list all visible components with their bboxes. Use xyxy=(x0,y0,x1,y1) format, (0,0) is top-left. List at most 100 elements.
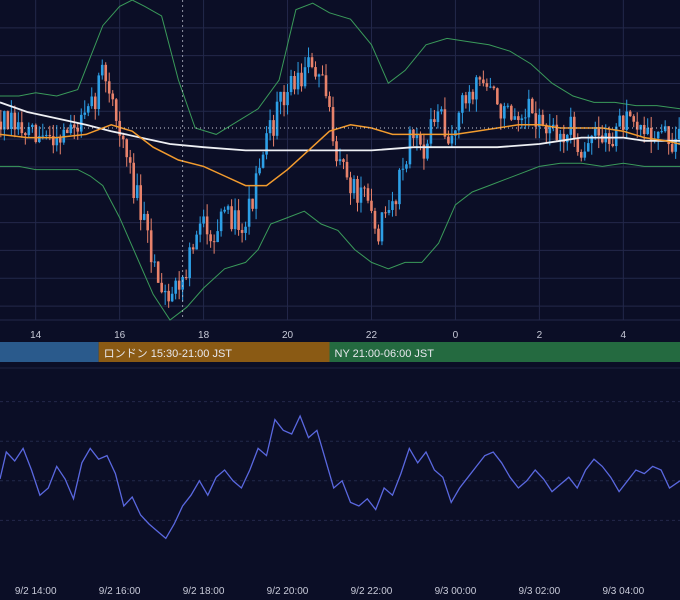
time-axis: 9/2 14:00 9/2 16:00 9/2 18:00 9/2 20:00 9/2 … xyxy=(15,586,645,597)
candle-body xyxy=(625,111,629,130)
candle xyxy=(663,120,667,133)
candle-body xyxy=(195,234,198,250)
candle xyxy=(443,97,447,140)
candle-body xyxy=(24,133,27,136)
candle xyxy=(506,103,510,109)
candle-body xyxy=(600,135,604,143)
candle xyxy=(331,96,335,146)
candle xyxy=(17,112,20,135)
candle xyxy=(20,111,24,138)
candle xyxy=(296,61,300,95)
time-axis-label: 9/2 14:00 xyxy=(15,586,57,597)
candle xyxy=(527,89,531,127)
candle xyxy=(412,129,415,147)
candle xyxy=(545,123,548,144)
candle xyxy=(76,122,80,140)
candle-body xyxy=(83,112,87,115)
candle xyxy=(251,198,254,212)
candle-body xyxy=(377,228,380,242)
candle-body xyxy=(69,124,73,134)
candle xyxy=(517,111,520,132)
candle xyxy=(51,124,55,154)
candle xyxy=(349,171,352,205)
candle xyxy=(27,122,31,138)
candle xyxy=(485,78,489,91)
candle xyxy=(538,108,541,139)
candle xyxy=(163,284,167,305)
candle-body xyxy=(667,126,670,145)
candle xyxy=(6,110,10,130)
candle xyxy=(167,283,170,308)
candle-body xyxy=(163,290,167,293)
candle-body xyxy=(384,212,387,214)
candle xyxy=(565,133,569,151)
candle xyxy=(628,109,632,117)
candle-body xyxy=(240,229,244,233)
candle xyxy=(510,104,513,122)
main-grid xyxy=(0,0,680,321)
candle xyxy=(366,183,370,204)
candle-body xyxy=(3,111,6,130)
candle-body xyxy=(289,75,293,93)
time-axis-label: 9/2 22:00 xyxy=(351,586,393,597)
candle-body xyxy=(447,136,450,144)
candle-body xyxy=(38,136,41,143)
candle xyxy=(212,234,216,254)
candle xyxy=(401,157,405,181)
time-axis-label: 9/3 00:00 xyxy=(435,586,477,597)
candle-body xyxy=(104,64,108,82)
candle xyxy=(265,126,268,160)
oscillator-series xyxy=(0,414,680,540)
candle-body xyxy=(464,95,468,104)
candle-body xyxy=(167,290,170,302)
candle-body xyxy=(391,201,394,211)
candle xyxy=(244,221,247,241)
candle xyxy=(373,207,377,234)
candle xyxy=(429,108,433,147)
candle xyxy=(611,132,615,148)
candle-body xyxy=(216,231,219,243)
candle-body xyxy=(621,115,625,130)
candle-body xyxy=(632,116,636,122)
candle-body xyxy=(156,261,160,283)
candle-body xyxy=(188,247,191,279)
candle-body xyxy=(520,118,524,121)
candle xyxy=(198,216,202,243)
candle-body xyxy=(646,127,649,135)
candle xyxy=(321,65,324,76)
candle-body xyxy=(244,226,247,233)
candle xyxy=(447,130,450,145)
bollinger-upper-line xyxy=(0,0,680,135)
candle-body xyxy=(125,139,129,158)
x-tick-label: 20 xyxy=(282,330,294,341)
candle-body xyxy=(331,107,335,142)
candle xyxy=(569,107,573,144)
candle xyxy=(618,108,622,127)
candle xyxy=(128,149,132,174)
candle-body xyxy=(534,113,538,127)
candle xyxy=(237,199,240,236)
candle-body xyxy=(628,111,632,117)
candle-body xyxy=(177,280,181,290)
candle-body xyxy=(191,247,195,250)
candle xyxy=(261,151,265,169)
candle xyxy=(471,89,475,105)
candle xyxy=(562,124,566,153)
x-tick-label: 22 xyxy=(366,330,378,341)
candle xyxy=(114,98,118,126)
candle xyxy=(314,61,317,80)
candle-body xyxy=(649,127,653,141)
candle-body xyxy=(443,109,447,137)
candle-body xyxy=(366,188,370,201)
candle xyxy=(24,131,27,145)
candle-body xyxy=(555,124,559,141)
candle xyxy=(454,130,457,146)
candle xyxy=(275,91,279,140)
candle xyxy=(303,56,307,89)
candle-body xyxy=(139,185,143,220)
candle-body xyxy=(345,161,349,178)
candle-body xyxy=(656,131,660,139)
candle xyxy=(394,199,398,217)
candle xyxy=(195,230,198,250)
